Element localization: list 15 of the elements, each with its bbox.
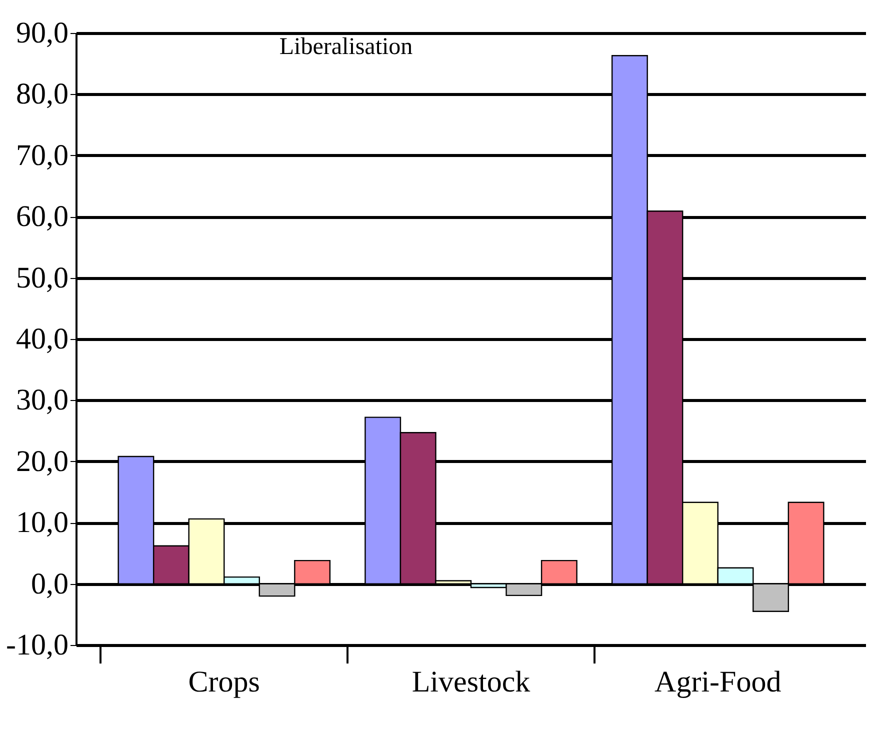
y-tick-label: 80,0 [16,78,68,111]
y-tick-label: 60,0 [16,200,68,234]
y-tick-label: -10,0 [6,628,68,662]
x-tick-label: Agri-Food [654,666,782,698]
y-tick-label: 90,0 [16,16,68,50]
y-tick-label: 30,0 [16,384,68,417]
y-tick-label: 0,0 [31,567,68,600]
annotation: Liberalisation [279,34,413,60]
y-tick-label: 40,0 [16,322,68,356]
y-tick-label: 70,0 [16,138,68,172]
x-tick-label: Crops [188,666,260,698]
x-tick-label: Livestock [412,666,530,698]
y-tick-label: 50,0 [16,261,68,294]
y-tick-label: 20,0 [16,444,68,478]
y-tick-label: 10,0 [16,506,68,540]
